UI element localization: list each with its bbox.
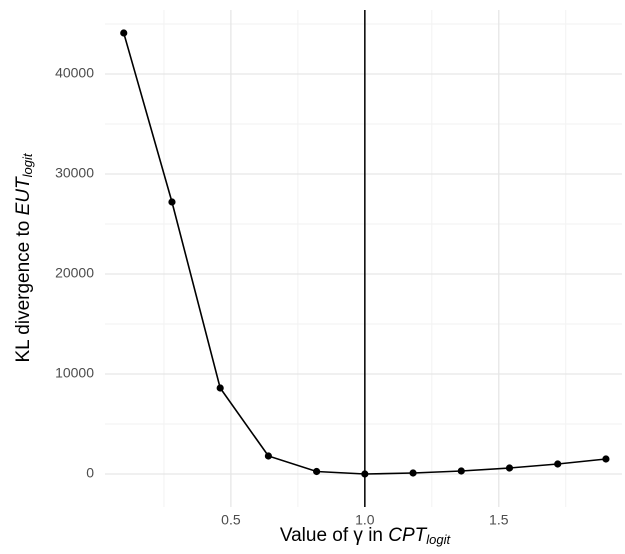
- point: [361, 470, 369, 478]
- y-tick-label: 10000: [55, 365, 94, 381]
- point: [554, 460, 562, 468]
- y-tick-label: 40000: [55, 65, 94, 81]
- point: [505, 464, 514, 472]
- x-title-math: CPT: [388, 525, 427, 546]
- x-axis-title: Value of γ in CPTlogit: [280, 525, 452, 547]
- y-title-subscript: logit: [20, 152, 35, 177]
- point: [409, 469, 417, 477]
- point: [264, 452, 273, 460]
- x-title-text: Value of γ in: [280, 525, 388, 546]
- x-title-subscript: logit: [426, 532, 451, 547]
- point: [313, 467, 321, 476]
- y-tick-label: 30000: [55, 165, 94, 181]
- point: [457, 467, 465, 475]
- x-tick-label: 0.5: [221, 512, 241, 528]
- point: [602, 455, 610, 463]
- y-tick-label: 0: [86, 465, 94, 481]
- y-title-text: KL divergence to: [13, 215, 34, 362]
- x-tick-label: 1.0: [355, 512, 375, 528]
- point: [120, 29, 128, 37]
- y-tick-label: 20000: [55, 265, 94, 281]
- y-axis-title: KL divergence to EUTlogit: [13, 152, 35, 362]
- x-tick-label: 1.5: [489, 512, 509, 528]
- point: [168, 198, 176, 206]
- y-title-math: EUT: [13, 176, 34, 215]
- point: [216, 384, 224, 392]
